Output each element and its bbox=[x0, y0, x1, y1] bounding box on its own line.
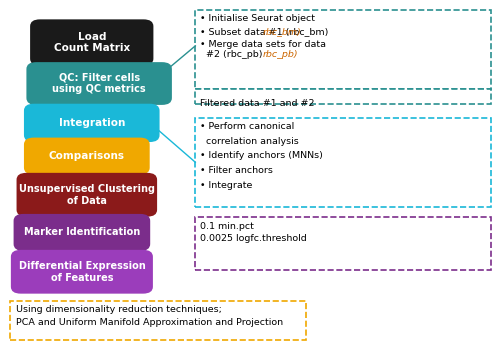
Text: • Identify anchors (MNNs): • Identify anchors (MNNs) bbox=[200, 151, 323, 160]
Text: Filtered data #1 and #2: Filtered data #1 and #2 bbox=[200, 99, 314, 108]
FancyBboxPatch shape bbox=[196, 217, 491, 270]
Text: #2 (rbc_pb): #2 (rbc_pb) bbox=[200, 50, 262, 59]
FancyBboxPatch shape bbox=[24, 104, 160, 142]
FancyBboxPatch shape bbox=[14, 214, 150, 251]
Text: • Initialise Seurat object: • Initialise Seurat object bbox=[200, 14, 315, 23]
Text: PCA and Uniform Manifold Approximation and Projection: PCA and Uniform Manifold Approximation a… bbox=[16, 318, 283, 327]
Text: • Integrate: • Integrate bbox=[200, 181, 252, 190]
Text: Differential Expression
of Features: Differential Expression of Features bbox=[18, 261, 146, 283]
FancyBboxPatch shape bbox=[196, 118, 491, 207]
Text: 0.0025 logfc.threshold: 0.0025 logfc.threshold bbox=[200, 234, 307, 243]
Text: • Subset data #1 (rbc_bm): • Subset data #1 (rbc_bm) bbox=[200, 27, 328, 37]
Text: Unsupervised Clustering
of Data: Unsupervised Clustering of Data bbox=[19, 184, 155, 206]
FancyBboxPatch shape bbox=[10, 301, 306, 340]
FancyBboxPatch shape bbox=[16, 173, 157, 217]
FancyBboxPatch shape bbox=[26, 62, 172, 105]
FancyBboxPatch shape bbox=[196, 89, 491, 104]
Text: • Merge data sets for data: • Merge data sets for data bbox=[200, 40, 326, 49]
Text: Using dimensionality reduction techniques;: Using dimensionality reduction technique… bbox=[16, 305, 222, 314]
Text: • Filter anchors: • Filter anchors bbox=[200, 166, 273, 175]
Text: • Perform canonical: • Perform canonical bbox=[200, 122, 294, 131]
FancyBboxPatch shape bbox=[30, 19, 154, 66]
Text: Marker Identification: Marker Identification bbox=[24, 227, 140, 237]
FancyBboxPatch shape bbox=[196, 10, 491, 89]
Text: Load
Count Matrix: Load Count Matrix bbox=[54, 32, 130, 53]
Text: rbc_bm): rbc_bm) bbox=[262, 27, 302, 37]
Text: 0.1 min.pct: 0.1 min.pct bbox=[200, 222, 254, 231]
Text: rbc_pb): rbc_pb) bbox=[262, 50, 298, 59]
Text: Comparisons: Comparisons bbox=[49, 151, 125, 161]
FancyBboxPatch shape bbox=[11, 250, 153, 294]
FancyBboxPatch shape bbox=[24, 138, 150, 175]
Text: QC: Filter cells
using QC metrics: QC: Filter cells using QC metrics bbox=[52, 73, 146, 94]
Text: Integration: Integration bbox=[58, 118, 125, 128]
Text: correlation analysis: correlation analysis bbox=[200, 137, 299, 146]
